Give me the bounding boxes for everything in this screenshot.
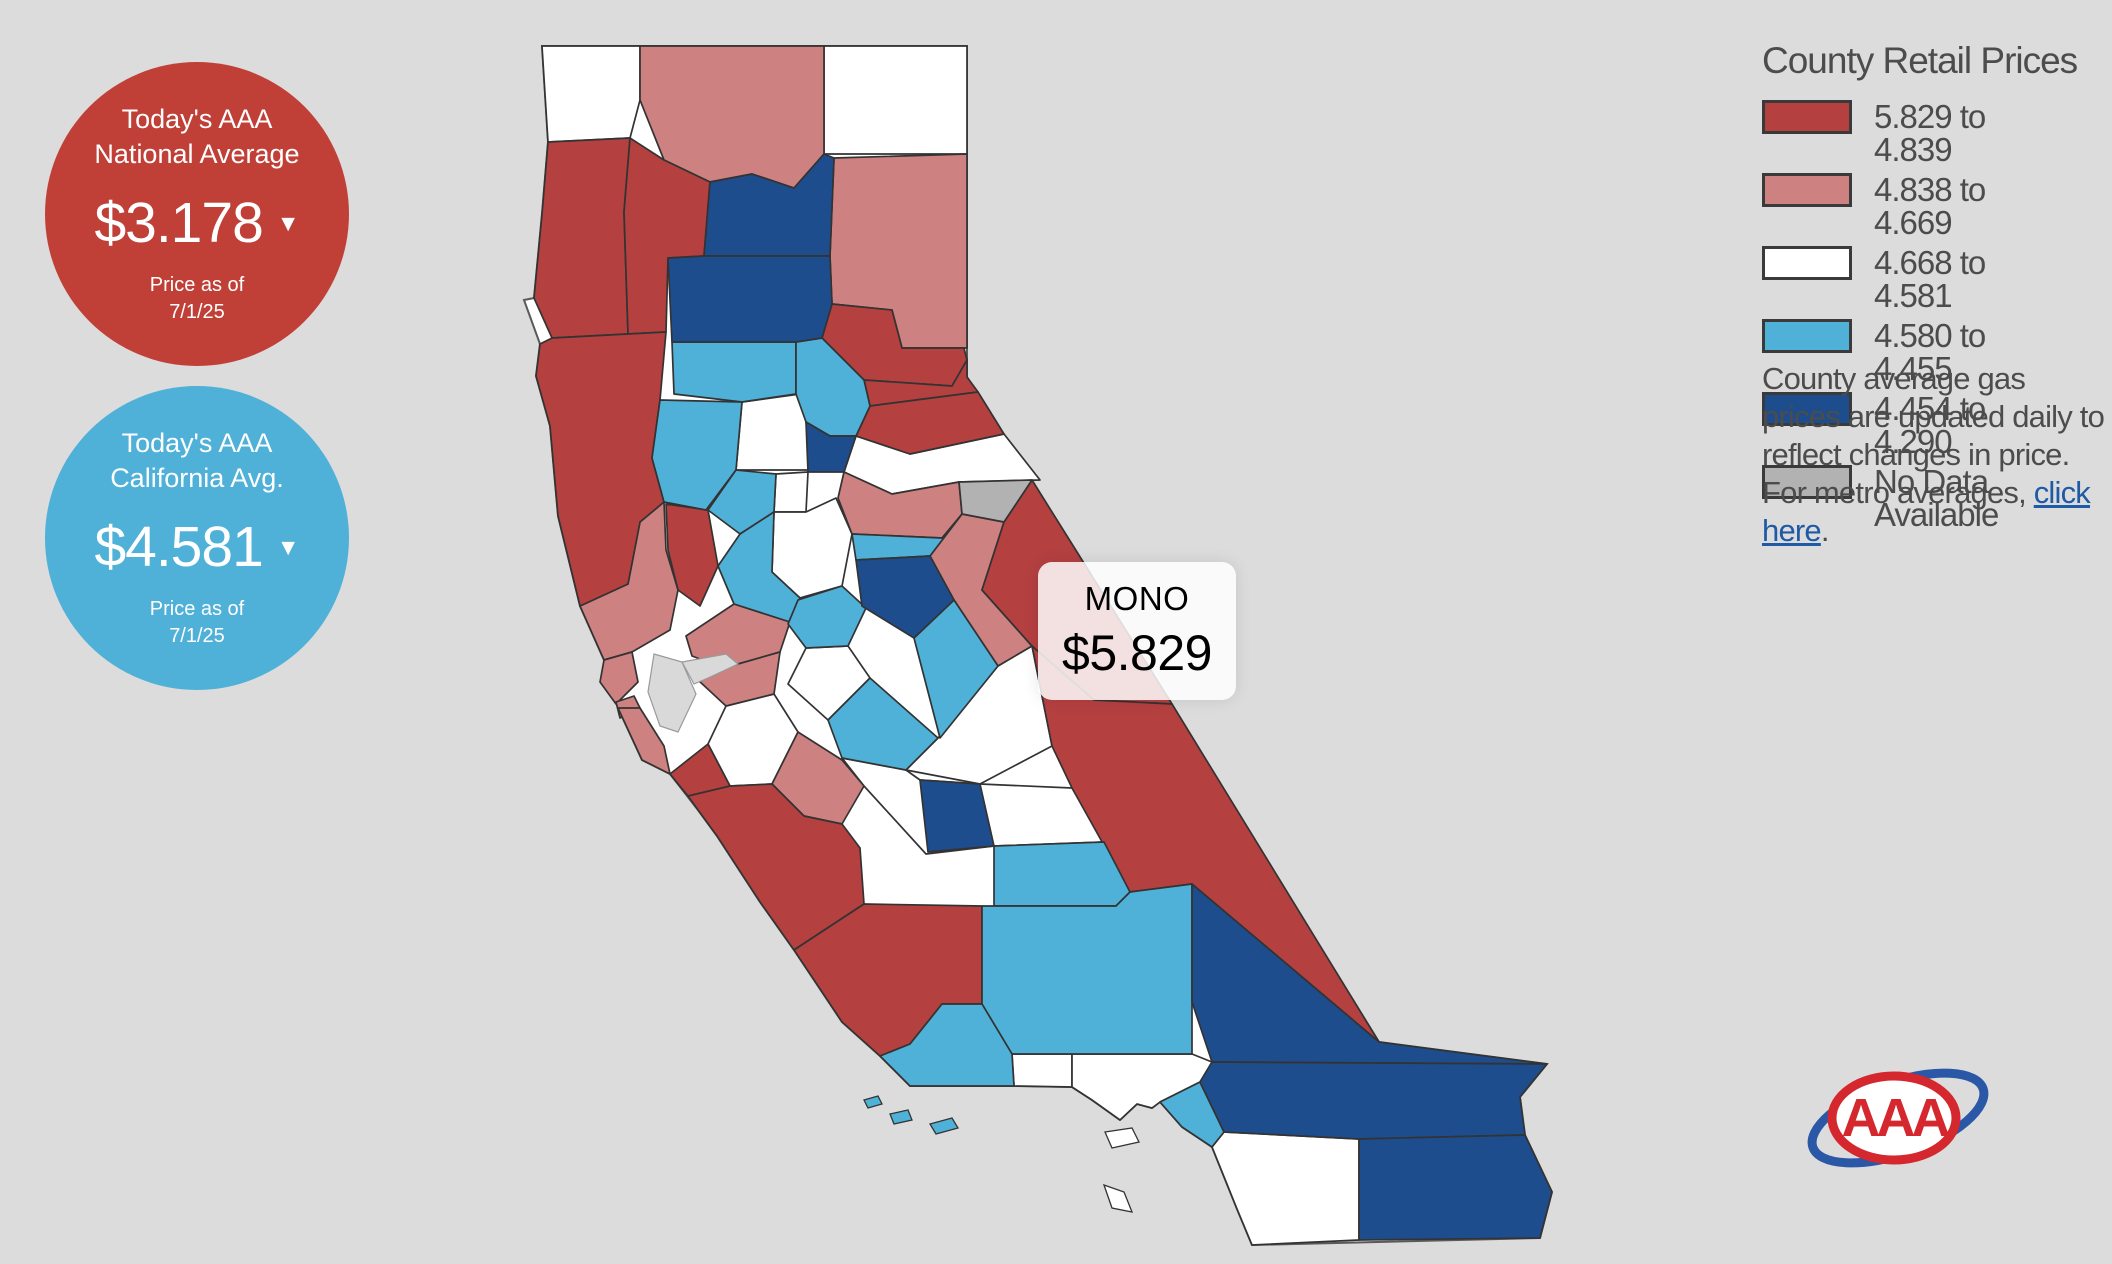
- county-kern[interactable]: Kern: [981, 883, 1193, 1055]
- legend-row: 4.580 to 4.455: [1762, 319, 2112, 385]
- legend-swatch: [1762, 100, 1852, 134]
- legend-label: 4.580 to 4.455: [1874, 317, 1986, 387]
- county-modoc[interactable]: Modoc: [823, 45, 968, 155]
- county-riverside[interactable]: Riverside: [1199, 1061, 1548, 1140]
- county-yuba[interactable]: Yuba: [805, 421, 857, 473]
- legend-swatch: [1762, 465, 1852, 499]
- california-average-title-line1: Today's AAA: [121, 428, 273, 458]
- logo-text: AAA: [1842, 1088, 1950, 1148]
- national-average-price: $3.178: [94, 191, 263, 255]
- county-calaveras[interactable]: Calaveras: [855, 555, 955, 639]
- county-glenn[interactable]: Glenn: [671, 341, 797, 403]
- county-los-angeles[interactable]: Los Angeles: [1071, 1053, 1213, 1121]
- caret-down-icon[interactable]: ▼: [276, 209, 300, 236]
- tooltip-county-name: MONO: [1084, 580, 1190, 617]
- map-tooltip: MONO $5.829: [1038, 562, 1236, 700]
- legend-row: No Data Available: [1762, 465, 2112, 531]
- legend-label: 4.838 to 4.669: [1874, 171, 1986, 241]
- legend-swatch: [1762, 246, 1852, 280]
- tooltip-county-price: $5.829: [1062, 625, 1212, 681]
- legend: County Retail Prices 5.829 to 4.839 4.838…: [1762, 40, 2112, 538]
- national-price-as-of: Price as of: [149, 274, 245, 296]
- california-price-date: 7/1/25: [169, 625, 225, 647]
- island[interactable]: [863, 1095, 883, 1109]
- national-average-title-line2: National Average: [94, 139, 300, 169]
- legend-row: 5.829 to 4.839: [1762, 100, 2112, 166]
- national-average-bubble[interactable]: Today's AAA National Average $3.178 ▼ Pr…: [45, 62, 349, 366]
- legend-label: 4.668 to 4.581: [1874, 244, 1986, 314]
- legend-row: 4.838 to 4.669: [1762, 173, 2112, 239]
- county-merced[interactable]: Merced: [827, 677, 939, 771]
- legend-label: 5.829 to 4.839: [1874, 98, 1986, 168]
- county-alpine[interactable]: Alpine: [958, 479, 1033, 523]
- island[interactable]: [1104, 1127, 1140, 1149]
- county-imperial[interactable]: Imperial: [1358, 1134, 1553, 1241]
- county-kings[interactable]: Kings: [919, 779, 995, 853]
- county-tulare[interactable]: Tulare: [993, 841, 1131, 907]
- legend-row: 4.668 to 4.581: [1762, 246, 2112, 312]
- legend-title: County Retail Prices: [1762, 40, 2078, 81]
- legend-swatch: [1762, 392, 1852, 426]
- national-average-title-line1: Today's AAA: [121, 104, 273, 134]
- legend-label: 4.454 to 4.290: [1874, 390, 1986, 460]
- legend-swatch: [1762, 319, 1852, 353]
- county-amador[interactable]: Amador: [851, 513, 963, 561]
- island[interactable]: [1102, 1183, 1134, 1213]
- county-san-diego[interactable]: San Diego: [1211, 1131, 1360, 1246]
- update-note-text: County average gas prices are updated da…: [1762, 361, 2105, 510]
- county-mendocino[interactable]: Mendocino: [535, 331, 667, 607]
- legend-label: No Data Available: [1874, 463, 1999, 533]
- update-note-period: .: [1820, 513, 1830, 548]
- county-humboldt[interactable]: Humboldt: [533, 137, 631, 339]
- county-lake[interactable]: Lake: [651, 399, 743, 511]
- california-county-map[interactable]: Del NorteModocColusaSutterPlacerSacramen…: [512, 42, 1560, 1260]
- county-sutter[interactable]: Sutter: [773, 471, 809, 513]
- legend-row: 4.454 to 4.290: [1762, 392, 2112, 458]
- island[interactable]: [929, 1117, 959, 1135]
- county-monterey[interactable]: Monterey: [687, 783, 865, 951]
- legend-swatch: [1762, 173, 1852, 207]
- california-average-price: $4.581: [94, 515, 263, 579]
- metro-averages-link[interactable]: click here: [1762, 475, 2091, 548]
- county-san-joaquin[interactable]: San Joaquin: [787, 585, 867, 649]
- county-tehama[interactable]: Tehama: [667, 255, 833, 343]
- county-ventura[interactable]: Ventura: [1011, 1053, 1073, 1088]
- legend-rows: 5.829 to 4.839 4.838 to 4.669 4.668 to 4.5…: [1762, 100, 2112, 531]
- logo-oval-icon: [1827, 1071, 1961, 1165]
- bay-water: [681, 653, 740, 685]
- county-orange[interactable]: Orange: [1159, 1081, 1225, 1148]
- california-average-title-line2: California Avg.: [110, 463, 284, 493]
- update-note: County average gas prices are updated da…: [1762, 360, 2110, 550]
- california-average-bubble[interactable]: Today's AAA California Avg. $4.581 ▼ Pri…: [45, 386, 349, 690]
- county-santa-barbara[interactable]: Santa Barbara: [879, 1003, 1015, 1087]
- island[interactable]: [889, 1109, 913, 1125]
- county-san-mateo[interactable]: San Mateo: [617, 707, 671, 775]
- county-marin[interactable]: Marin: [599, 651, 639, 705]
- california-price-as-of: Price as of: [149, 598, 245, 620]
- aaa-logo: AAA: [1807, 1068, 1989, 1168]
- national-price-date: 7/1/25: [169, 301, 225, 323]
- county-del-norte[interactable]: Del Norte: [541, 45, 641, 143]
- caret-down-icon[interactable]: ▼: [276, 533, 300, 560]
